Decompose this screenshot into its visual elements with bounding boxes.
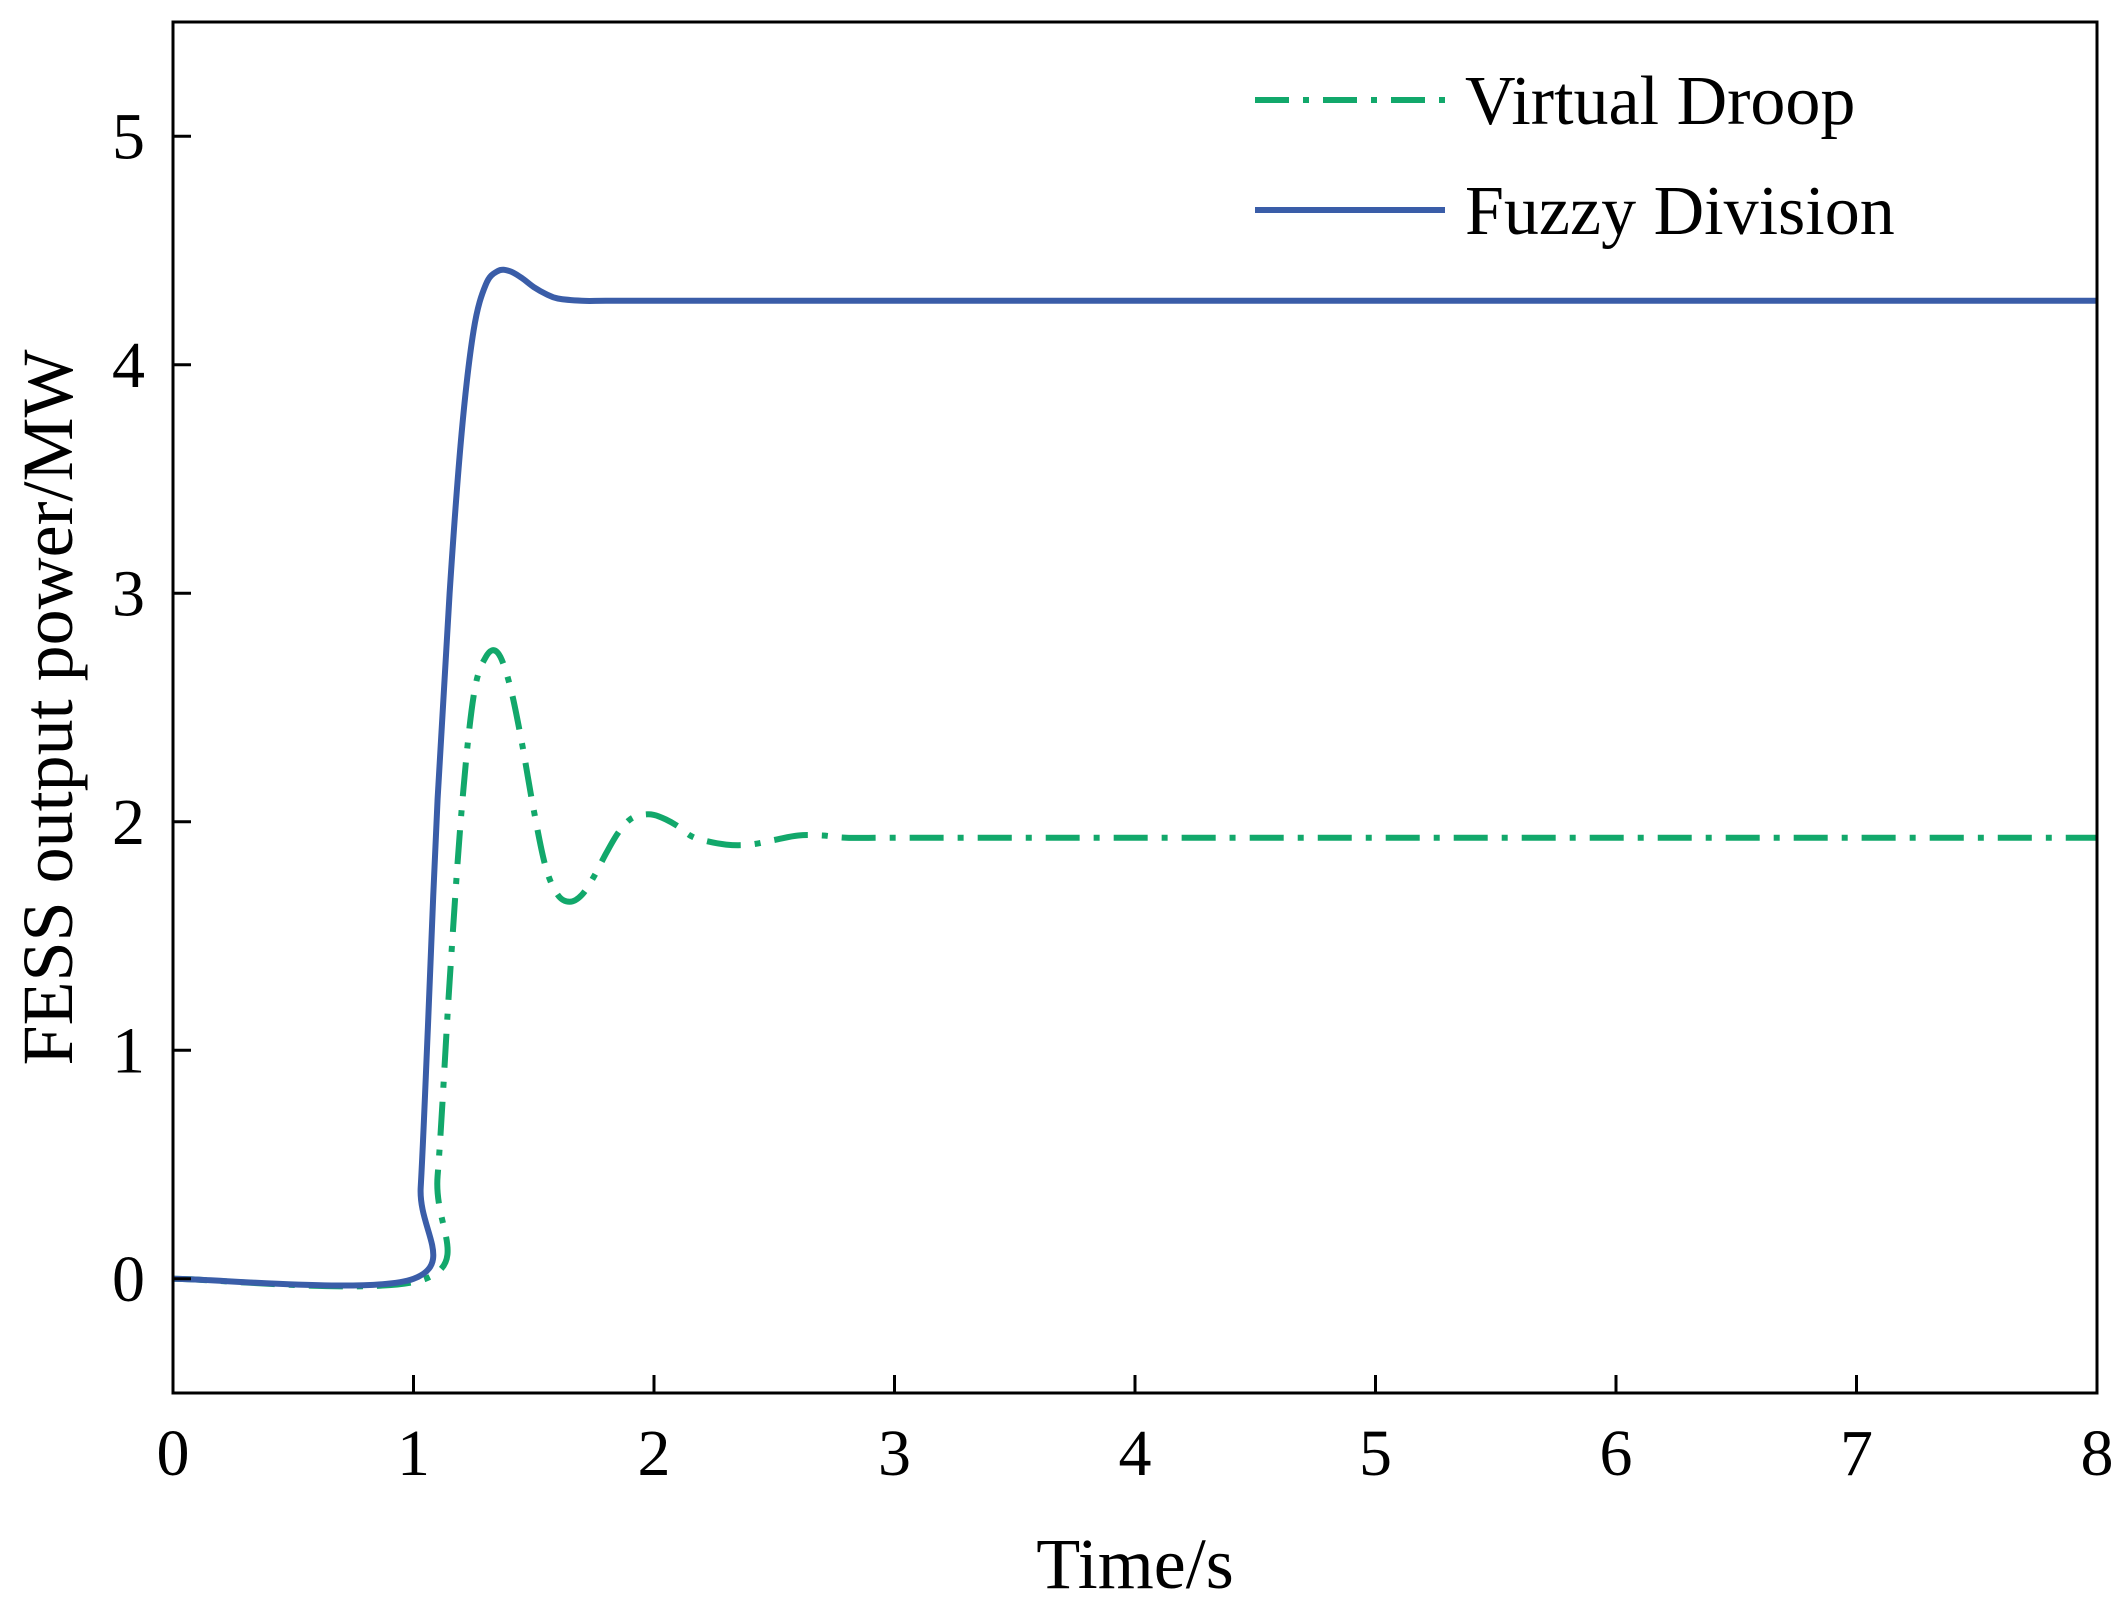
x-tick-label: 5 [1359, 1417, 1392, 1490]
legend-label-fuzzy-division: Fuzzy Division [1465, 173, 1895, 250]
x-axis-label: Time/s [1036, 1524, 1233, 1603]
axis-ticks: 0 1 2 3 4 5 6 7 8 0 1 2 3 4 5 [112, 100, 2114, 1490]
x-tick-label: 2 [638, 1417, 671, 1490]
x-tick-label: 1 [397, 1417, 430, 1490]
series-line-virtual-droop [172, 647, 2097, 1290]
legend-label-virtual-droop: Virtual Droop [1465, 63, 1855, 140]
x-tick-label: 8 [2081, 1417, 2114, 1490]
x-tick-label: 0 [157, 1417, 190, 1490]
y-tick-label: 0 [112, 1243, 145, 1316]
legend: Virtual Droop Fuzzy Division [1255, 63, 1895, 250]
y-tick-label: 2 [112, 786, 145, 859]
plot-frame [171, 20, 2099, 1395]
x-tick-label: 7 [1840, 1417, 1873, 1490]
y-tick-label: 4 [112, 329, 145, 402]
plot-area [172, 266, 2097, 1290]
x-tick-label: 3 [878, 1417, 911, 1490]
y-axis-label: FESS output power/MW [8, 349, 88, 1065]
y-tick-label: 1 [112, 1014, 145, 1087]
y-tick-label: 5 [112, 100, 145, 173]
x-tick-label: 6 [1600, 1417, 1633, 1490]
series-line-fuzzy-division [172, 266, 2097, 1289]
y-tick-label: 3 [112, 557, 145, 630]
x-tick-label: 4 [1119, 1417, 1152, 1490]
